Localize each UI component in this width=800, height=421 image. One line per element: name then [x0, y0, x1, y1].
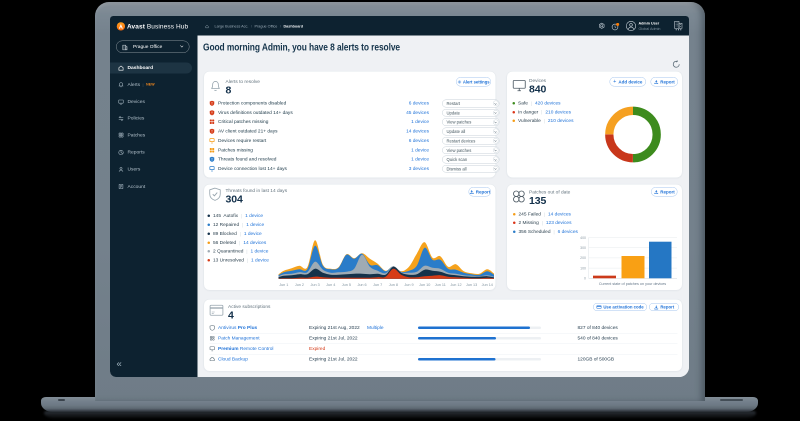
svg-text:400: 400 [580, 236, 586, 240]
svg-text:Jun 13: Jun 13 [466, 283, 477, 287]
svg-text:Jun 1: Jun 1 [279, 283, 288, 287]
svg-text:200: 200 [580, 256, 586, 260]
svg-text:Current state of patches on yo: Current state of patches on your devices [599, 282, 666, 286]
svg-text:Jun 11: Jun 11 [435, 283, 446, 287]
svg-text:0: 0 [584, 277, 586, 281]
svg-text:300: 300 [580, 246, 586, 250]
svg-text:Jun 9: Jun 9 [404, 283, 413, 287]
svg-text:Jun 5: Jun 5 [342, 283, 351, 287]
svg-text:Jun 7: Jun 7 [373, 283, 382, 287]
svg-text:Jun 8: Jun 8 [389, 283, 398, 287]
svg-text:Jun 12: Jun 12 [450, 283, 461, 287]
svg-text:Jun 3: Jun 3 [311, 283, 320, 287]
svg-text:Jun 6: Jun 6 [357, 283, 366, 287]
svg-text:Jun 10: Jun 10 [419, 283, 430, 287]
svg-text:Jun 4: Jun 4 [326, 283, 335, 287]
svg-text:Jun 2: Jun 2 [295, 283, 304, 287]
svg-text:Jun 14: Jun 14 [482, 283, 493, 287]
svg-text:100: 100 [580, 266, 586, 270]
